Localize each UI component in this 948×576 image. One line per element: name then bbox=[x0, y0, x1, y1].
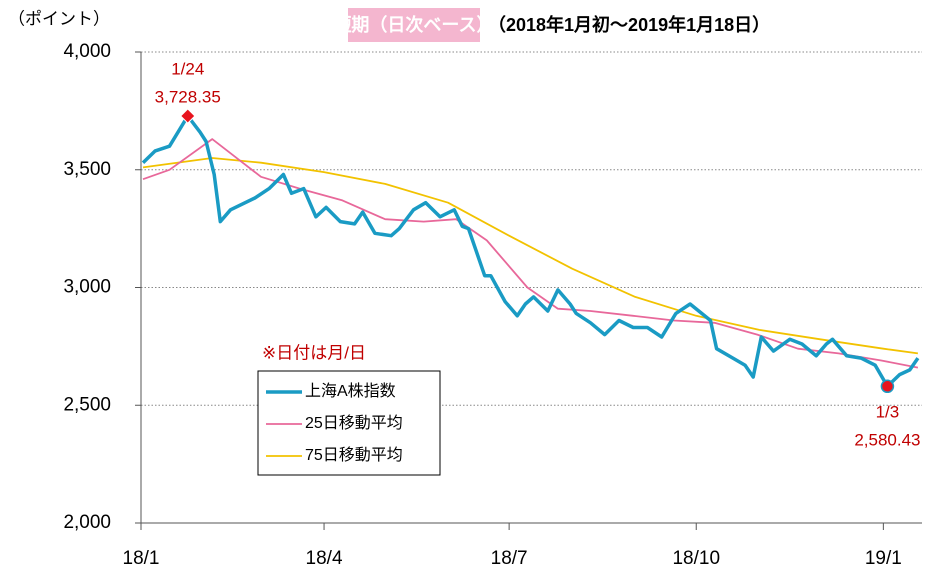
annotation-value: 2,580.43 bbox=[854, 430, 920, 449]
annotation-date: 1/3 bbox=[876, 402, 900, 421]
note: ※日付は月/日 bbox=[262, 343, 366, 362]
y-tick-label: 2,000 bbox=[63, 512, 111, 533]
x-tick-label: 18/4 bbox=[306, 548, 343, 569]
annotation-date: 1/24 bbox=[171, 59, 204, 78]
series-line bbox=[141, 114, 920, 389]
y-tick-label: 3,000 bbox=[63, 277, 111, 298]
x-tick-label: 18/1 bbox=[123, 548, 160, 569]
min-marker bbox=[880, 379, 895, 394]
y-tick-label: 4,000 bbox=[63, 41, 111, 62]
x-tick-label: 18/7 bbox=[491, 548, 528, 569]
legend-label: 上海A株指数 bbox=[305, 382, 396, 400]
y-axis-label: （ポイント） bbox=[8, 9, 110, 28]
title-box bbox=[348, 8, 480, 42]
x-tick-label: 19/1 bbox=[865, 548, 902, 569]
y-tick-label: 3,500 bbox=[63, 159, 111, 180]
max-marker bbox=[180, 108, 196, 124]
legend-box bbox=[257, 370, 441, 476]
legend-label: 25日移動平均 bbox=[305, 414, 403, 432]
series-line bbox=[142, 138, 919, 369]
chart-title: 短期（日次ベース） bbox=[333, 14, 494, 35]
x-tick-label: 18/10 bbox=[672, 548, 720, 569]
annotation-value: 3,728.35 bbox=[155, 87, 221, 106]
y-tick-label: 2,500 bbox=[63, 394, 111, 415]
chart-subtitle: （2018年1月初～2019年1月18日） bbox=[488, 14, 770, 35]
legend-label: 75日移動平均 bbox=[305, 446, 403, 464]
series-line bbox=[142, 157, 919, 355]
x-axis-label: （ bbox=[938, 546, 948, 565]
